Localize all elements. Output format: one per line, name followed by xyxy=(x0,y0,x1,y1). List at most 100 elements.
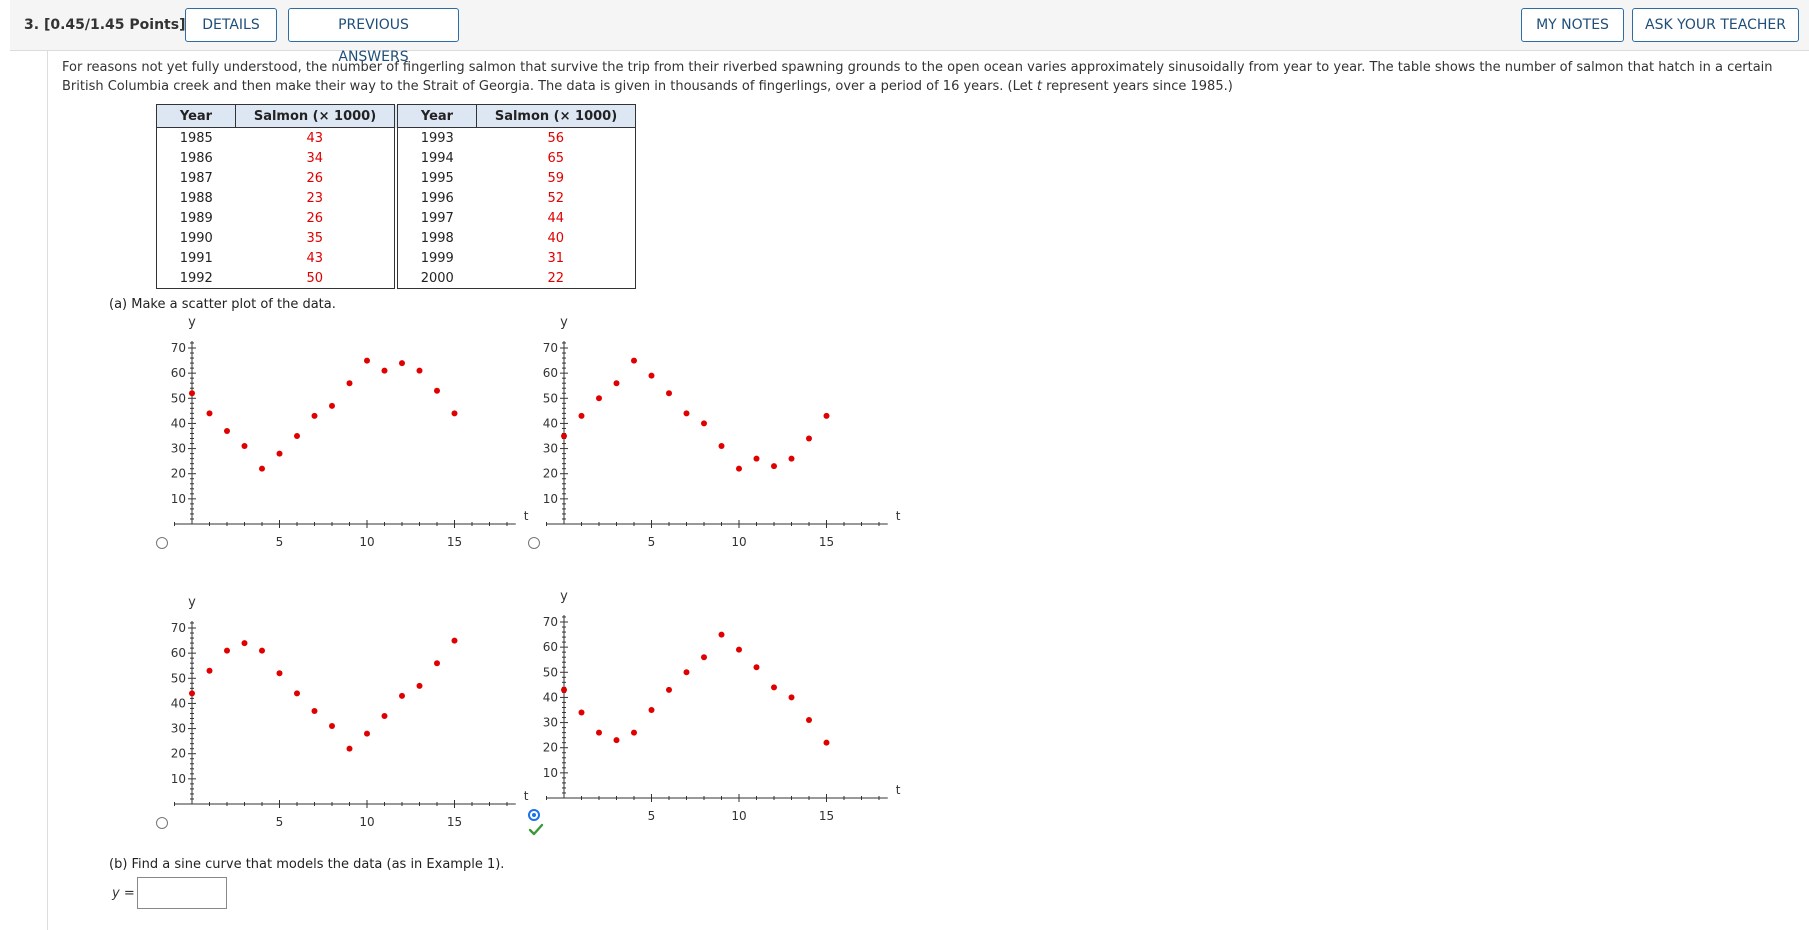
y-axis-label: y xyxy=(560,589,568,604)
header-salmon-1: Salmon (× 1000) xyxy=(235,104,398,128)
x-tick-label: 10 xyxy=(359,535,374,549)
y-tick-label: 50 xyxy=(171,391,186,405)
y-tick-label: 20 xyxy=(171,467,186,481)
data-point xyxy=(701,654,707,661)
x-tick-label: 15 xyxy=(819,809,834,823)
header-year-1: Year xyxy=(156,104,236,128)
y-tick-label: 50 xyxy=(543,391,558,405)
data-point xyxy=(224,427,230,434)
header-year-2: Year xyxy=(395,104,477,128)
table-row: 1990 35 1998 40 xyxy=(157,228,636,248)
table-cell-salmon: 59 xyxy=(547,170,565,186)
scatter-plot-option-2: 5 10 15 10 20 30 40 50 60 70 t y xyxy=(543,315,901,549)
data-point xyxy=(736,465,742,472)
question-intro: For reasons not yet fully understood, th… xyxy=(62,58,1782,96)
y-tick-label: 60 xyxy=(171,646,186,660)
y-tick-label: 30 xyxy=(171,442,186,456)
data-point xyxy=(561,686,567,693)
data-point xyxy=(189,390,195,397)
data-point xyxy=(381,713,388,719)
data-point xyxy=(311,412,318,419)
data-point xyxy=(718,443,725,450)
data-point xyxy=(823,412,830,419)
data-point xyxy=(276,670,283,677)
x-axis-label: t xyxy=(524,789,529,803)
y-axis-label: y xyxy=(560,315,568,330)
table-row: 1987 26 1995 59 xyxy=(157,168,636,188)
y-tick-label: 40 xyxy=(171,416,186,430)
y-tick-label: 10 xyxy=(543,492,558,506)
table-row: 1986 34 1994 65 xyxy=(157,148,636,168)
details-button[interactable]: DETAILS xyxy=(185,8,277,42)
table-cell-year: 1994 xyxy=(420,150,454,166)
x-tick-label: 5 xyxy=(276,815,284,829)
scatter-plot-option-4: 5 10 15 10 20 30 40 50 60 70 t y xyxy=(543,589,901,823)
question-header: 3. [0.45/1.45 Points] DETAILS PREVIOUS A… xyxy=(10,0,1809,65)
data-point xyxy=(648,372,655,379)
data-point xyxy=(434,660,440,667)
data-point xyxy=(718,631,725,638)
data-point xyxy=(701,420,707,427)
table-cell-year: 1997 xyxy=(420,210,454,226)
data-point xyxy=(613,380,620,387)
data-point xyxy=(416,367,423,374)
radio-option-4[interactable] xyxy=(528,809,540,821)
y-tick-label: 20 xyxy=(543,467,558,481)
data-point xyxy=(399,692,405,699)
table-cell-year: 1987 xyxy=(179,170,213,186)
y-tick-label: 70 xyxy=(171,341,186,355)
x-axis-label: t xyxy=(896,783,901,797)
part-b-label: (b) Find a sine curve that models the da… xyxy=(109,857,505,872)
y-tick-label: 40 xyxy=(543,416,558,430)
data-point xyxy=(736,646,742,653)
table-cell-salmon: 26 xyxy=(235,168,398,188)
data-point xyxy=(753,455,760,462)
scatter-plot-option-3: 5 10 15 10 20 30 40 50 60 70 t y xyxy=(171,595,529,829)
radio-option-3[interactable] xyxy=(156,817,168,829)
my-notes-button[interactable]: MY NOTES xyxy=(1521,8,1624,42)
x-axis-label: t xyxy=(896,509,901,523)
data-point xyxy=(276,450,283,457)
data-point xyxy=(561,433,567,439)
data-point xyxy=(381,367,388,374)
table-cell-salmon: 22 xyxy=(547,270,565,286)
table-cell-year: 1985 xyxy=(179,130,213,146)
data-point xyxy=(771,684,777,691)
previous-answers-button[interactable]: PREVIOUS ANSWERS xyxy=(288,8,459,65)
data-point xyxy=(683,410,690,417)
check-icon xyxy=(528,823,544,836)
data-point xyxy=(578,412,585,419)
table-cell-salmon: 56 xyxy=(547,130,565,146)
y-tick-label: 40 xyxy=(171,696,186,710)
x-axis-label: t xyxy=(524,509,529,523)
sine-curve-answer-input[interactable] xyxy=(137,877,227,909)
scatter-plot-option-1: 5 10 15 10 20 30 40 50 60 70 t y xyxy=(171,315,529,549)
data-point xyxy=(206,410,213,417)
radio-option-2[interactable] xyxy=(528,537,540,549)
data-point xyxy=(613,737,620,744)
intro-variable: t xyxy=(1036,79,1042,94)
x-tick-label: 10 xyxy=(359,815,374,829)
x-tick-label: 5 xyxy=(648,809,656,823)
table-cell-salmon: 65 xyxy=(547,150,565,166)
data-point xyxy=(451,637,458,644)
data-point xyxy=(399,360,405,367)
table-cell-salmon: 23 xyxy=(235,188,398,208)
y-tick-label: 70 xyxy=(543,615,558,629)
data-point xyxy=(329,402,335,409)
table-cell-year: 1996 xyxy=(420,190,454,206)
data-point xyxy=(416,682,423,689)
table-cell-year: 1999 xyxy=(420,250,454,266)
data-point xyxy=(346,380,353,387)
radio-option-1[interactable] xyxy=(156,537,168,549)
data-point xyxy=(241,443,248,450)
data-point xyxy=(596,729,602,736)
y-tick-label: 60 xyxy=(543,640,558,654)
table-cell-salmon: 26 xyxy=(235,208,398,228)
ask-your-teacher-button[interactable]: ASK YOUR TEACHER xyxy=(1632,8,1799,42)
part-a-label: (a) Make a scatter plot of the data. xyxy=(109,297,336,312)
y-tick-label: 50 xyxy=(171,671,186,685)
table-cell-salmon: 35 xyxy=(235,228,398,248)
x-tick-label: 10 xyxy=(731,535,746,549)
data-point xyxy=(666,390,672,397)
